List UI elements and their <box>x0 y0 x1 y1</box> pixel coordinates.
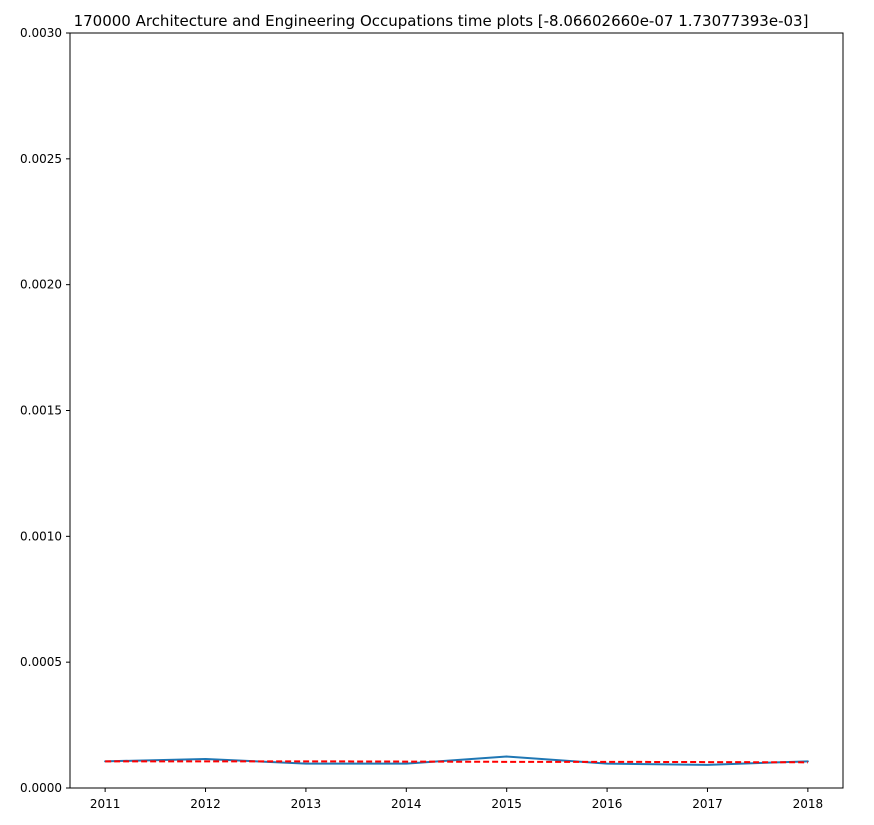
axes-layer: 2011 2012 2013 2014 2015 2016 2017 2018 0.0000 0.… <box>20 26 844 811</box>
chart-title: 170000 Architecture and Engineering Occu… <box>74 12 809 30</box>
series-line-dashed <box>105 760 808 764</box>
y-tick-label: 0.0010 <box>20 529 62 543</box>
x-tick-label: 2013 <box>291 797 322 811</box>
x-tick-label: 2011 <box>90 797 121 811</box>
y-tick-label: 0.0030 <box>20 26 62 40</box>
y-tick-label: 0.0020 <box>20 278 62 292</box>
y-tick-label: 0.0015 <box>20 404 62 418</box>
x-tick-label: 2012 <box>190 797 221 811</box>
x-tick-label: 2015 <box>491 797 522 811</box>
series-line-solid <box>104 755 809 766</box>
x-tick-label: 2018 <box>793 797 824 811</box>
x-tick-label: 2016 <box>592 797 623 811</box>
x-tick-label: 2014 <box>391 797 422 811</box>
plot-area <box>70 33 843 788</box>
series-layer <box>104 755 809 766</box>
x-tick-label: 2017 <box>692 797 723 811</box>
y-tick-label: 0.0005 <box>20 655 62 669</box>
y-tick-label: 0.0025 <box>20 152 62 166</box>
y-tick-label: 0.0000 <box>20 781 62 795</box>
